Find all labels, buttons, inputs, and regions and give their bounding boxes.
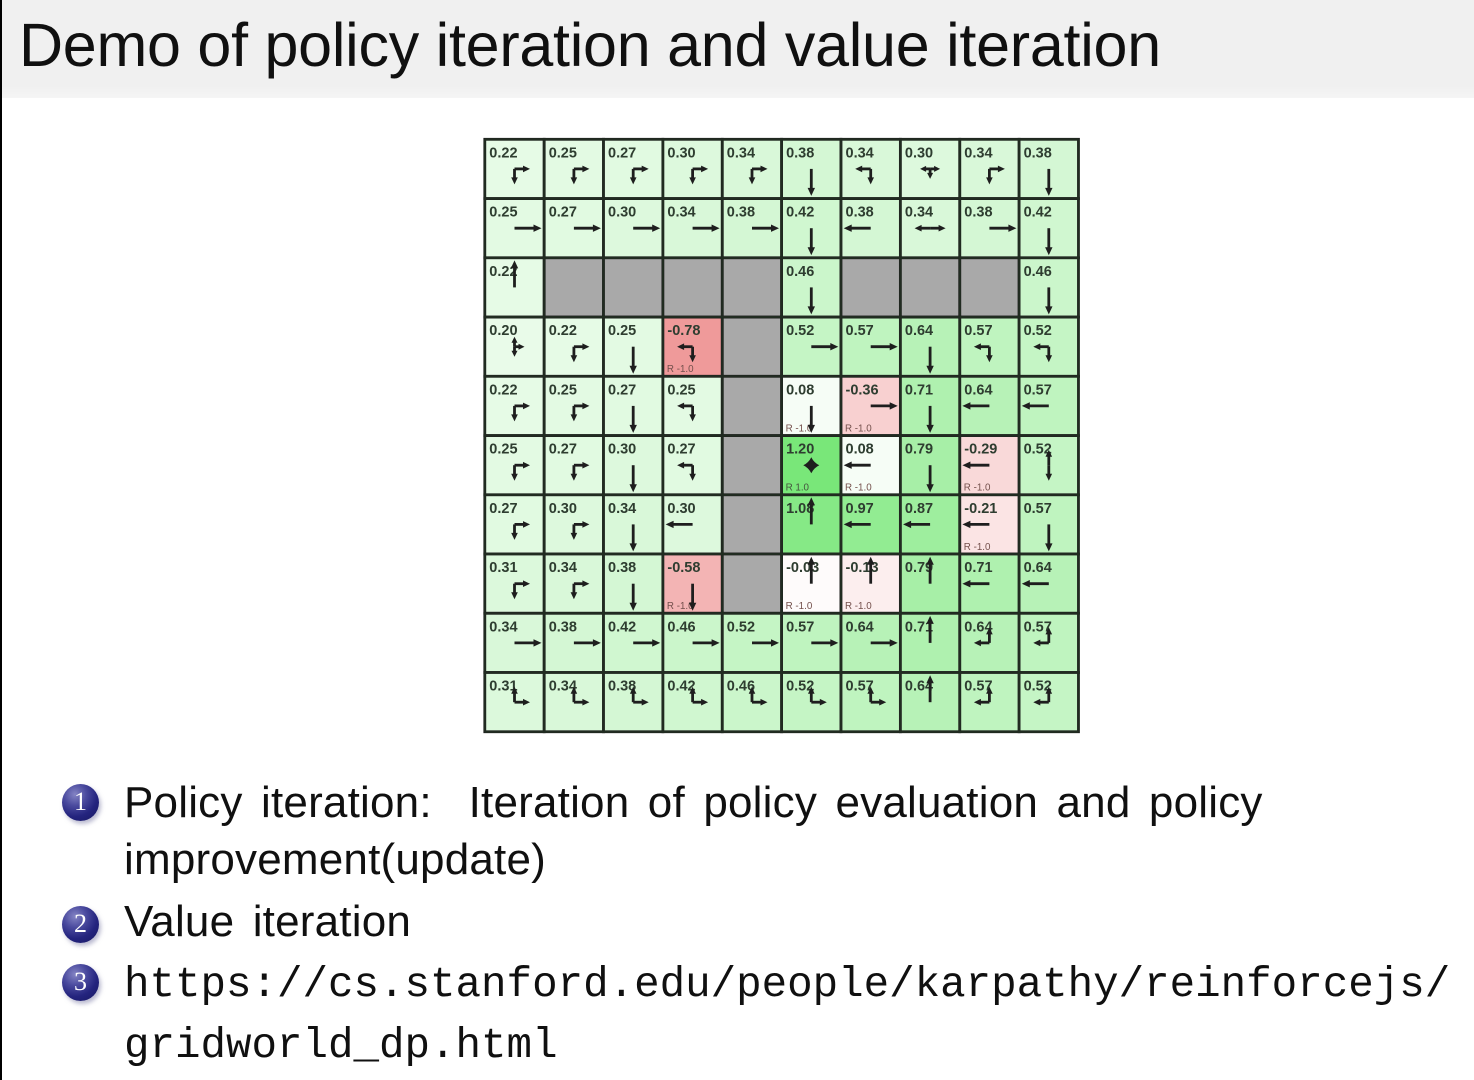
svg-text:0.34: 0.34	[964, 145, 992, 161]
svg-text:0.20: 0.20	[489, 323, 517, 339]
svg-text:-0.21: -0.21	[964, 501, 997, 517]
svg-text:0.57: 0.57	[964, 323, 992, 339]
svg-text:0.52: 0.52	[1024, 323, 1052, 339]
svg-text:0.71: 0.71	[964, 560, 992, 576]
svg-text:0.57: 0.57	[786, 619, 814, 635]
svg-text:R -1.0: R -1.0	[667, 601, 694, 612]
svg-text:0.97: 0.97	[846, 501, 874, 517]
svg-text:0.38: 0.38	[1024, 145, 1052, 161]
svg-text:0.71: 0.71	[905, 619, 933, 635]
svg-text:1.08: 1.08	[786, 501, 814, 517]
svg-text:0.34: 0.34	[905, 205, 933, 221]
svg-text:0.57: 0.57	[1024, 382, 1052, 398]
svg-text:R -1.0: R -1.0	[964, 483, 991, 494]
svg-text:0.30: 0.30	[667, 145, 695, 161]
svg-text:-0.03: -0.03	[786, 560, 819, 576]
svg-text:-0.13: -0.13	[846, 560, 879, 576]
svg-text:0.64: 0.64	[846, 619, 874, 635]
svg-text:0.42: 0.42	[1024, 205, 1052, 221]
svg-text:0.42: 0.42	[608, 619, 636, 635]
svg-text:R -1.0: R -1.0	[964, 542, 991, 553]
svg-text:0.79: 0.79	[905, 560, 933, 576]
svg-text:0.42: 0.42	[667, 679, 695, 695]
svg-text:0.27: 0.27	[608, 145, 636, 161]
svg-text:0.38: 0.38	[727, 205, 755, 221]
svg-text:-0.58: -0.58	[667, 560, 700, 576]
svg-text:R -1.0: R -1.0	[845, 601, 872, 612]
svg-text:0.25: 0.25	[549, 382, 577, 398]
svg-text:0.57: 0.57	[846, 323, 874, 339]
svg-text:0.52: 0.52	[786, 679, 814, 695]
svg-text:0.52: 0.52	[1024, 442, 1052, 458]
svg-text:0.27: 0.27	[489, 501, 517, 517]
svg-text:0.34: 0.34	[608, 501, 636, 517]
svg-text:0.64: 0.64	[964, 382, 992, 398]
svg-text:0.08: 0.08	[786, 382, 814, 398]
svg-text:0.34: 0.34	[549, 560, 577, 576]
svg-text:-0.29: -0.29	[964, 442, 997, 458]
svg-text:0.27: 0.27	[608, 382, 636, 398]
svg-text:-0.78: -0.78	[667, 323, 700, 339]
svg-text:0.38: 0.38	[608, 560, 636, 576]
svg-text:R -1.0: R -1.0	[786, 423, 813, 434]
svg-text:0.52: 0.52	[1024, 679, 1052, 695]
svg-text:0.87: 0.87	[905, 501, 933, 517]
svg-text:0.22: 0.22	[489, 382, 517, 398]
svg-text:0.34: 0.34	[846, 145, 874, 161]
svg-text:R -1.0: R -1.0	[786, 601, 813, 612]
svg-text:0.30: 0.30	[667, 501, 695, 517]
svg-text:0.25: 0.25	[667, 382, 695, 398]
svg-text:0.08: 0.08	[846, 442, 874, 458]
svg-text:0.79: 0.79	[905, 442, 933, 458]
svg-text:0.64: 0.64	[905, 679, 933, 695]
svg-text:0.22: 0.22	[549, 323, 577, 339]
svg-text:0.22: 0.22	[489, 145, 517, 161]
svg-text:0.42: 0.42	[786, 205, 814, 221]
svg-text:-0.36: -0.36	[846, 382, 879, 398]
svg-text:0.46: 0.46	[786, 264, 814, 280]
svg-text:R -1.0: R -1.0	[845, 483, 872, 494]
svg-text:0.46: 0.46	[727, 679, 755, 695]
svg-text:0.57: 0.57	[846, 679, 874, 695]
svg-text:0.38: 0.38	[964, 205, 992, 221]
svg-text:0.25: 0.25	[489, 442, 517, 458]
svg-text:0.64: 0.64	[905, 323, 933, 339]
svg-text:0.30: 0.30	[608, 205, 636, 221]
svg-text:R -1.0: R -1.0	[845, 423, 872, 434]
svg-text:0.34: 0.34	[489, 619, 517, 635]
svg-text:0.34: 0.34	[549, 679, 577, 695]
svg-text:0.46: 0.46	[667, 619, 695, 635]
svg-text:0.38: 0.38	[786, 145, 814, 161]
svg-text:0.22: 0.22	[489, 264, 517, 280]
svg-text:1.20: 1.20	[786, 442, 814, 458]
svg-text:0.25: 0.25	[608, 323, 636, 339]
svg-text:0.57: 0.57	[1024, 501, 1052, 517]
svg-text:0.31: 0.31	[489, 560, 517, 576]
svg-text:0.27: 0.27	[549, 205, 577, 221]
svg-text:0.38: 0.38	[549, 619, 577, 635]
svg-text:0.46: 0.46	[1024, 264, 1052, 280]
svg-text:0.31: 0.31	[489, 679, 517, 695]
svg-text:0.30: 0.30	[608, 442, 636, 458]
svg-text:0.27: 0.27	[667, 442, 695, 458]
svg-text:R -1.0: R -1.0	[667, 364, 694, 375]
svg-text:0.38: 0.38	[608, 679, 636, 695]
svg-text:0.57: 0.57	[1024, 619, 1052, 635]
svg-text:0.34: 0.34	[727, 145, 755, 161]
svg-text:0.38: 0.38	[846, 205, 874, 221]
svg-text:0.30: 0.30	[905, 145, 933, 161]
svg-text:0.52: 0.52	[727, 619, 755, 635]
svg-text:0.52: 0.52	[786, 323, 814, 339]
svg-text:R 1.0: R 1.0	[786, 483, 810, 494]
svg-text:0.25: 0.25	[549, 145, 577, 161]
svg-text:0.27: 0.27	[549, 442, 577, 458]
svg-text:0.30: 0.30	[549, 501, 577, 517]
svg-text:0.57: 0.57	[964, 679, 992, 695]
svg-text:0.25: 0.25	[489, 205, 517, 221]
svg-text:0.71: 0.71	[905, 382, 933, 398]
svg-text:0.64: 0.64	[1024, 560, 1052, 576]
svg-text:0.34: 0.34	[667, 205, 695, 221]
svg-text:0.64: 0.64	[964, 619, 992, 635]
